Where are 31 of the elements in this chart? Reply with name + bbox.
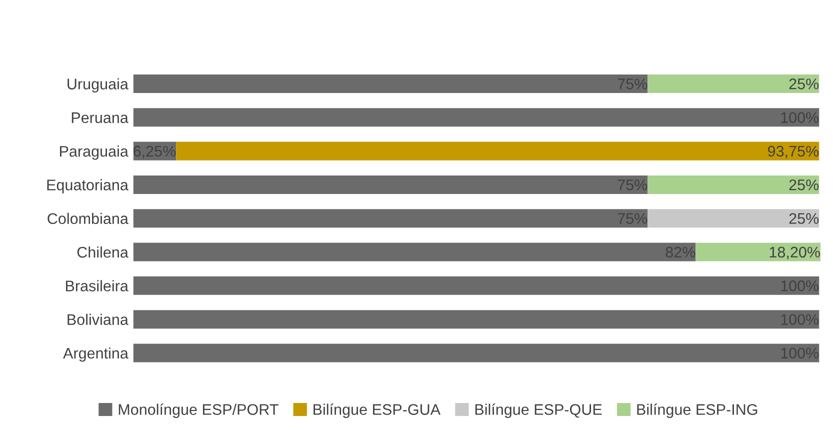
data-label: 93,75% — [768, 146, 819, 158]
bar — [133, 175, 648, 194]
y-tick-label: Equatoriana — [47, 179, 128, 194]
y-tick-label: Chilena — [77, 246, 128, 258]
data-label: 25% — [789, 179, 819, 190]
data-label: 25% — [789, 78, 819, 90]
legend-label: Bilíngue ESP-ING — [637, 404, 758, 418]
bar — [133, 74, 648, 94]
y-tick-label: Colombiana — [48, 212, 128, 224]
bar — [696, 242, 821, 262]
data-label: 25% — [789, 213, 819, 224]
y-tick-label: Boliviana — [68, 314, 128, 326]
legend-label: Bilíngue ESP-QUE — [475, 404, 602, 418]
y-tick-label: Argentina — [63, 347, 128, 362]
bar — [176, 142, 820, 160]
y-tick-label: Paraguaia — [60, 146, 128, 160]
data-label: 18,20% — [770, 246, 820, 260]
bar — [133, 344, 820, 362]
bar — [133, 242, 696, 262]
y-tick-label: Uruguaia — [68, 78, 128, 92]
bar — [648, 74, 820, 94]
legend-label: Bilíngue ESP-GUA — [314, 404, 441, 418]
y-tick-label: Peruana — [72, 112, 128, 124]
bar — [133, 276, 820, 295]
bar — [133, 108, 820, 127]
bar — [133, 310, 820, 329]
y-tick-label: Brasileira — [66, 280, 128, 292]
bar — [133, 209, 648, 228]
bar — [648, 209, 820, 228]
legend-label: Monolíngue ESP/PORT — [118, 404, 278, 418]
bar — [648, 175, 820, 194]
